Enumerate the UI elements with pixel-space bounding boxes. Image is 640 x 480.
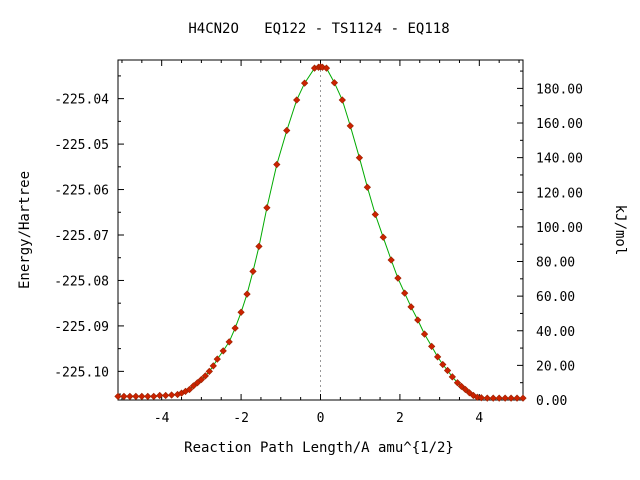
data-point <box>156 391 164 400</box>
y-right-tick-label: 100.00 <box>536 221 583 236</box>
data-point <box>513 394 521 402</box>
data-point <box>401 289 409 297</box>
data-point <box>293 96 301 104</box>
y-left-tick-label: -225.06 <box>54 184 109 199</box>
data-point <box>322 64 331 72</box>
data-point <box>231 324 239 332</box>
data-point <box>420 330 429 338</box>
y-right-tick-label: 140.00 <box>536 152 583 167</box>
data-point <box>355 154 364 162</box>
data-point <box>346 122 354 130</box>
y-right-tick-label: 120.00 <box>536 186 583 201</box>
data-point <box>249 267 257 275</box>
data-point <box>371 210 379 219</box>
y-right-tick-label: 80.00 <box>536 256 575 271</box>
data-point <box>213 355 221 363</box>
data-point <box>338 96 346 104</box>
data-point <box>507 394 515 402</box>
y-left-tick-label: -225.07 <box>54 229 109 244</box>
y-left-tick-label: -225.10 <box>54 365 109 380</box>
data-point <box>167 391 176 399</box>
y-left-tick-label: -225.05 <box>54 138 109 153</box>
data-point <box>477 394 485 402</box>
x-tick-label: 4 <box>475 411 483 426</box>
data-point <box>300 79 309 87</box>
data-point <box>434 353 442 361</box>
data-point <box>185 385 194 394</box>
x-tick-label: 2 <box>396 411 404 426</box>
data-point <box>495 394 503 402</box>
chart-title: H4CN2O EQ122 - TS1124 - EQ118 <box>188 21 449 37</box>
x-tick-label: -4 <box>154 411 170 426</box>
data-point <box>387 256 395 264</box>
data-point <box>489 394 497 402</box>
data-point <box>243 290 251 298</box>
data-point <box>144 392 152 400</box>
data-point <box>120 392 128 400</box>
y-axis-title-right: kJ/mol <box>612 205 628 256</box>
y-right-tick-label: 180.00 <box>536 82 583 97</box>
data-point <box>414 316 422 324</box>
data-point <box>394 274 402 282</box>
data-point <box>150 392 158 400</box>
data-point <box>138 392 146 400</box>
y-left-tick-label: -225.08 <box>54 274 109 289</box>
x-axis-title: Reaction Path Length/A amu^{1/2} <box>184 440 454 456</box>
y-left-tick-label: -225.09 <box>54 320 109 335</box>
data-point <box>209 362 217 370</box>
data-point <box>193 379 202 387</box>
y-right-tick-label: 20.00 <box>536 359 575 374</box>
x-tick-label: 0 <box>317 411 325 426</box>
data-point <box>263 204 271 212</box>
data-point <box>273 160 281 169</box>
data-point <box>363 183 371 191</box>
data-point <box>162 391 170 400</box>
data-point <box>461 385 470 394</box>
data-point <box>330 79 339 87</box>
data-point <box>225 338 233 346</box>
data-point <box>201 372 209 380</box>
y-right-tick-label: 40.00 <box>536 325 575 340</box>
data-point <box>407 303 415 311</box>
y-axis-title-left: Energy/Hartree <box>17 171 33 289</box>
data-point <box>483 394 491 402</box>
data-point <box>219 347 227 355</box>
y-right-tick-label: 160.00 <box>536 117 583 132</box>
data-point <box>237 308 245 316</box>
y-right-tick-label: 0.00 <box>536 394 567 409</box>
data-point <box>126 392 134 400</box>
data-point <box>189 382 198 390</box>
x-tick-label: -2 <box>233 411 249 426</box>
data-point <box>379 233 387 241</box>
data-point <box>428 342 436 350</box>
data-point <box>439 360 447 369</box>
data-point <box>255 242 263 250</box>
data-point <box>443 366 452 375</box>
data-point <box>114 392 122 400</box>
data-point <box>448 373 456 381</box>
data-point <box>519 394 527 402</box>
data-point <box>283 126 291 135</box>
data-point <box>132 392 140 400</box>
data-point <box>501 394 509 402</box>
data-point <box>457 382 466 390</box>
data-point <box>197 375 206 384</box>
data-point <box>205 367 213 375</box>
data-point <box>453 379 462 387</box>
y-left-tick-label: -225.04 <box>54 93 109 108</box>
y-right-tick-label: 60.00 <box>536 290 575 305</box>
